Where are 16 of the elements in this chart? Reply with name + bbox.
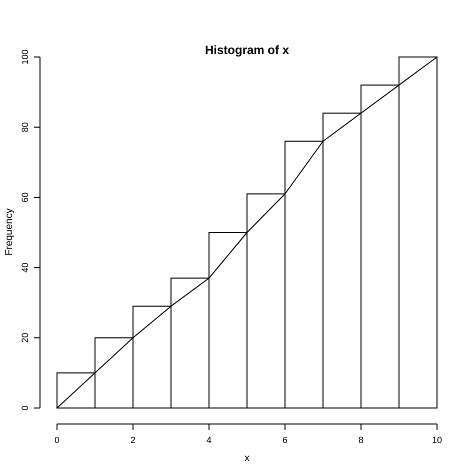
x-tick-label: 4	[206, 435, 212, 445]
y-tick-label: 80	[20, 122, 30, 132]
y-tick-label: 40	[20, 262, 30, 273]
x-tick-label: 8	[358, 435, 364, 445]
x-tick-label: 2	[130, 435, 136, 445]
y-axis-title: Frequency	[4, 208, 15, 256]
y-tick-label: 20	[20, 332, 30, 343]
x-tick-label: 0	[54, 435, 60, 445]
x-tick-label: 10	[432, 435, 442, 445]
y-tick-label: 60	[20, 192, 30, 202]
y-tick-label: 0	[20, 405, 30, 411]
chart-title: Histogram of x	[204, 43, 290, 57]
x-tick-label: 6	[282, 435, 288, 445]
line-series	[56, 56, 438, 408]
y-tick-label: 100	[20, 49, 30, 65]
x-axis-title: x	[244, 453, 250, 464]
